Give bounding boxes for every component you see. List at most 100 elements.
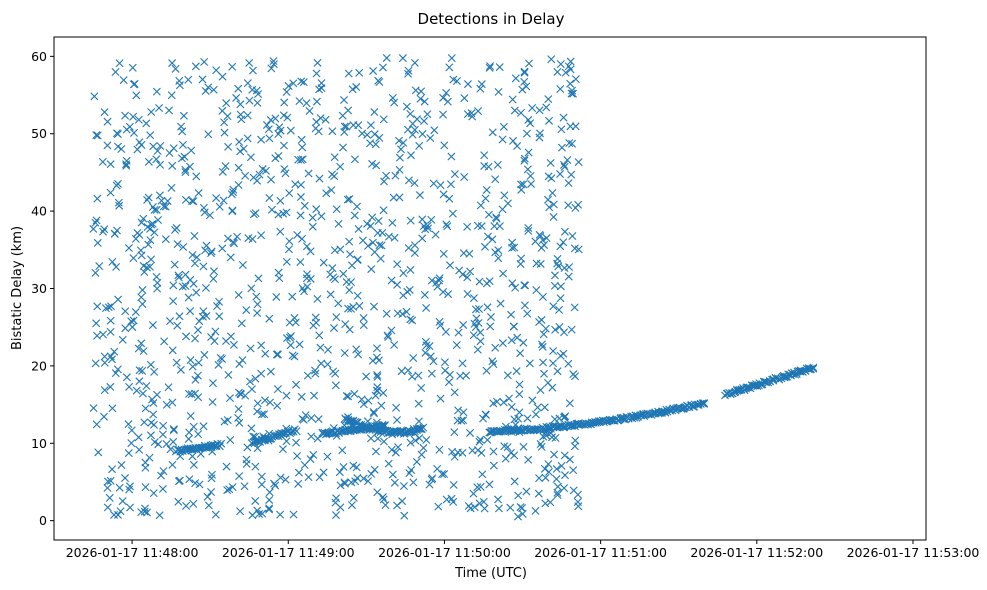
data-point	[553, 482, 562, 491]
data-point	[292, 427, 301, 436]
data-point	[208, 398, 217, 407]
data-point	[402, 102, 411, 111]
data-point	[236, 100, 245, 109]
data-point	[92, 216, 101, 225]
data-point	[315, 85, 324, 94]
data-point	[99, 227, 108, 236]
data-point	[546, 498, 555, 507]
data-point	[539, 432, 548, 441]
data-point	[156, 142, 165, 151]
data-point	[508, 95, 517, 104]
data-point	[115, 201, 124, 210]
data-point	[427, 215, 436, 224]
data-point	[143, 508, 151, 517]
data-point	[483, 303, 492, 312]
data-point	[128, 63, 137, 72]
data-point	[172, 358, 181, 367]
data-point	[122, 156, 131, 165]
data-point	[152, 155, 161, 164]
data-point	[537, 442, 546, 451]
data-point	[509, 136, 518, 145]
data-point	[220, 128, 229, 137]
data-point	[422, 303, 431, 312]
data-point	[390, 98, 399, 107]
data-point	[204, 130, 213, 139]
data-point	[108, 465, 117, 474]
data-point	[364, 241, 372, 250]
data-point	[429, 357, 438, 366]
data-point	[454, 328, 463, 337]
data-point	[220, 118, 229, 127]
data-point	[482, 279, 491, 288]
data-point	[282, 437, 291, 446]
data-point	[312, 97, 321, 106]
data-point	[340, 96, 349, 104]
data-point	[236, 147, 245, 156]
data-point	[393, 260, 402, 269]
data-point	[200, 350, 209, 359]
data-point	[438, 470, 447, 479]
data-point	[285, 189, 294, 198]
data-point	[426, 352, 435, 361]
data-point	[477, 80, 486, 89]
data-point	[383, 331, 392, 340]
data-point	[453, 416, 462, 425]
data-point	[511, 283, 520, 292]
data-point	[216, 353, 225, 362]
data-point	[265, 314, 274, 323]
data-point	[535, 129, 544, 138]
data-point	[440, 358, 449, 367]
data-point	[345, 286, 354, 295]
scatter-points	[89, 53, 818, 521]
data-point	[291, 180, 300, 189]
data-point	[233, 232, 242, 241]
data-point	[367, 265, 376, 274]
data-point	[560, 328, 569, 337]
data-point	[253, 399, 262, 408]
data-point	[541, 324, 550, 333]
data-point	[316, 343, 325, 352]
data-point	[209, 379, 217, 388]
data-point	[297, 392, 306, 401]
data-point	[265, 134, 274, 143]
data-point	[184, 75, 193, 84]
data-point	[127, 439, 136, 448]
data-point	[435, 317, 444, 326]
data-point	[201, 86, 210, 95]
data-point	[415, 434, 424, 443]
data-point	[117, 145, 126, 153]
data-point	[387, 276, 396, 285]
data-point	[414, 424, 423, 433]
data-point	[370, 108, 379, 117]
data-point	[330, 246, 339, 255]
data-point	[460, 94, 469, 103]
data-point	[555, 305, 564, 314]
data-point	[388, 470, 397, 479]
data-point	[390, 478, 399, 487]
data-point	[154, 440, 163, 449]
data-point	[378, 493, 387, 502]
data-point	[166, 317, 175, 326]
data-point	[348, 85, 357, 94]
data-point	[541, 473, 550, 482]
data-point	[330, 153, 339, 162]
data-point	[302, 99, 311, 108]
data-point	[395, 153, 404, 162]
data-point	[205, 211, 214, 220]
data-point	[229, 188, 238, 197]
data-point	[115, 59, 124, 68]
data-point	[201, 283, 210, 292]
data-point	[188, 196, 197, 205]
data-point	[288, 292, 297, 301]
data-point	[515, 408, 524, 417]
data-point	[199, 422, 208, 431]
data-point	[522, 129, 531, 138]
data-point	[472, 314, 481, 323]
data-point	[366, 121, 375, 130]
data-point	[284, 245, 293, 254]
data-point	[514, 491, 523, 500]
data-point	[346, 304, 355, 313]
data-point	[243, 134, 252, 143]
data-point	[185, 428, 194, 437]
data-point	[403, 287, 412, 296]
